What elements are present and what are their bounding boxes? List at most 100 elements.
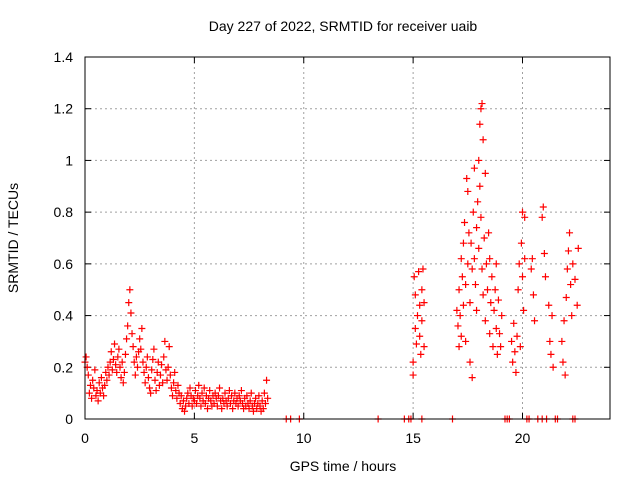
data-point (462, 337, 470, 345)
data-point (103, 376, 111, 384)
data-point (516, 343, 524, 351)
data-point (255, 392, 263, 400)
data-point (569, 260, 577, 268)
data-point (136, 335, 144, 343)
data-point (92, 392, 100, 400)
data-point (146, 384, 154, 392)
data-point (195, 381, 203, 389)
y-axis-title: SRMTID / TECUs (5, 183, 21, 293)
data-point (546, 337, 554, 345)
data-point (126, 286, 134, 294)
data-point (116, 363, 124, 371)
data-point (411, 325, 419, 332)
data-point (492, 325, 500, 332)
data-point (568, 312, 576, 320)
data-point (529, 291, 537, 299)
data-point (417, 350, 425, 358)
data-point (101, 381, 109, 389)
data-point (100, 392, 108, 400)
data-point (562, 293, 570, 301)
data-point (418, 286, 426, 294)
data-point (82, 353, 90, 361)
data-point (549, 363, 557, 371)
data-point (247, 389, 255, 397)
data-point (517, 239, 525, 247)
data-point (140, 368, 148, 376)
data-point (148, 366, 156, 374)
data-point (416, 301, 424, 309)
data-point (420, 299, 428, 307)
data-point (144, 374, 152, 382)
data-point (149, 356, 157, 364)
plot-frame (84, 56, 611, 420)
data-point (193, 399, 201, 407)
data-point (489, 343, 497, 351)
data-point (91, 366, 99, 374)
data-point (109, 356, 117, 364)
data-point (559, 358, 567, 366)
data-point (138, 325, 146, 332)
x-tick-label: 20 (515, 430, 531, 446)
data-point (486, 330, 494, 338)
data-point (142, 363, 150, 371)
data-point (573, 301, 581, 309)
data-point (478, 100, 486, 108)
data-point (419, 265, 427, 273)
data-points (81, 100, 582, 423)
data-point (564, 247, 572, 255)
y-tick-label: 0.2 (54, 359, 74, 375)
data-point (143, 353, 151, 361)
data-point (113, 368, 121, 376)
chart-title: Day 227 of 2022, SRMTID for receiver uai… (209, 18, 478, 34)
data-point (94, 397, 102, 405)
data-point (218, 405, 226, 413)
data-point (473, 224, 481, 232)
data-point (481, 317, 489, 325)
data-point (213, 402, 221, 410)
data-point (129, 343, 137, 351)
data-point (259, 405, 267, 413)
data-point (512, 368, 520, 376)
data-point (482, 260, 490, 268)
data-point (471, 281, 479, 289)
data-point (491, 286, 499, 294)
data-point (198, 389, 206, 397)
data-point (260, 389, 268, 397)
data-point (531, 317, 539, 325)
data-point (548, 312, 556, 320)
data-point (509, 358, 517, 366)
data-point (468, 265, 476, 273)
data-point (121, 350, 129, 358)
data-point (167, 384, 175, 392)
data-point (188, 402, 196, 410)
data-point (131, 371, 139, 379)
data-point (497, 343, 505, 351)
data-point (487, 299, 495, 307)
data-point (574, 244, 582, 252)
data-point (521, 255, 529, 263)
data-point (139, 358, 147, 366)
y-tick-label: 1.2 (54, 101, 74, 117)
x-tick-label: 10 (296, 430, 312, 446)
data-point (117, 374, 125, 382)
data-point (485, 229, 493, 237)
data-point (470, 164, 478, 172)
data-point (520, 306, 528, 314)
y-tick-label: 0 (65, 411, 73, 427)
data-point (183, 394, 191, 402)
data-point (200, 384, 208, 392)
data-point (151, 376, 159, 384)
data-point (416, 332, 424, 340)
x-axis-title: GPS time / hours (290, 458, 397, 474)
data-point (475, 244, 483, 252)
data-point (237, 387, 245, 395)
data-point (141, 379, 149, 387)
data-point (561, 371, 569, 379)
data-point (571, 275, 579, 283)
data-point (456, 312, 464, 320)
grid-lines (85, 57, 610, 419)
data-point (465, 229, 473, 237)
data-point (455, 343, 463, 351)
data-point (538, 213, 546, 221)
data-point (474, 198, 482, 206)
